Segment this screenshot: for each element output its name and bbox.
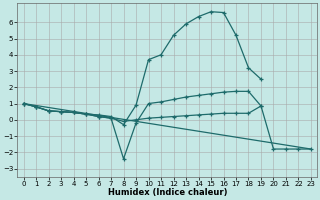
X-axis label: Humidex (Indice chaleur): Humidex (Indice chaleur)	[108, 188, 227, 197]
